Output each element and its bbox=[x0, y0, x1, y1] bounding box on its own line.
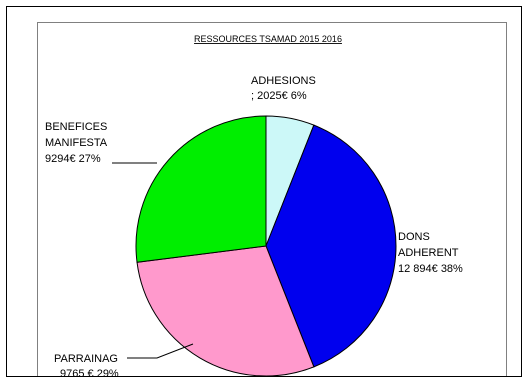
label-dons-line2: ADHERENT bbox=[398, 247, 459, 259]
label-parrainag-line2: 9765 € 29% bbox=[60, 368, 119, 377]
label-benefices-line1: BENEFICES bbox=[45, 121, 107, 133]
label-dons: DONS ADHERENT 12 894€ 38% bbox=[398, 231, 463, 275]
slice-benefices bbox=[135, 115, 267, 263]
leader-line-parrainag bbox=[127, 343, 194, 359]
label-dons-line1: DONS bbox=[398, 231, 430, 243]
slice-parrainag bbox=[136, 245, 315, 376]
leader-lines bbox=[112, 162, 194, 359]
chart-title: RESSOURCES TSAMAD 2015 2016 bbox=[194, 34, 342, 44]
label-benefices-line2: MANIFESTA bbox=[45, 137, 108, 149]
label-benefices-line3: 9294€ 27% bbox=[45, 153, 101, 165]
label-parrainag: PARRAINAG 9765 € 29% bbox=[54, 353, 121, 377]
slice-dons bbox=[265, 124, 397, 368]
label-benefices: BENEFICES MANIFESTA 9294€ 27% bbox=[45, 121, 110, 165]
label-adhesions-line2: ; 2025€ 6% bbox=[251, 90, 307, 102]
label-adhesions-line1: ADHESIONS bbox=[251, 75, 316, 87]
slices bbox=[135, 115, 397, 376]
pie-chart: RESSOURCES TSAMAD 2015 2016 ADHESIONS ; … bbox=[45, 34, 463, 377]
label-parrainag-line1: PARRAINAG bbox=[54, 353, 118, 365]
chart-window: RESSOURCES TSAMAD 2015 2016 ADHESIONS ; … bbox=[6, 6, 522, 377]
label-dons-line3: 12 894€ 38% bbox=[398, 263, 463, 275]
label-adhesions: ADHESIONS ; 2025€ 6% bbox=[251, 75, 319, 102]
